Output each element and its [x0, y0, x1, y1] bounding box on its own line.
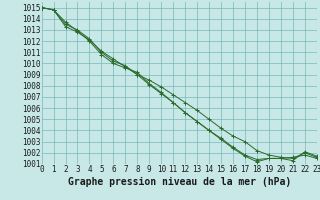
X-axis label: Graphe pression niveau de la mer (hPa): Graphe pression niveau de la mer (hPa) [68, 177, 291, 187]
